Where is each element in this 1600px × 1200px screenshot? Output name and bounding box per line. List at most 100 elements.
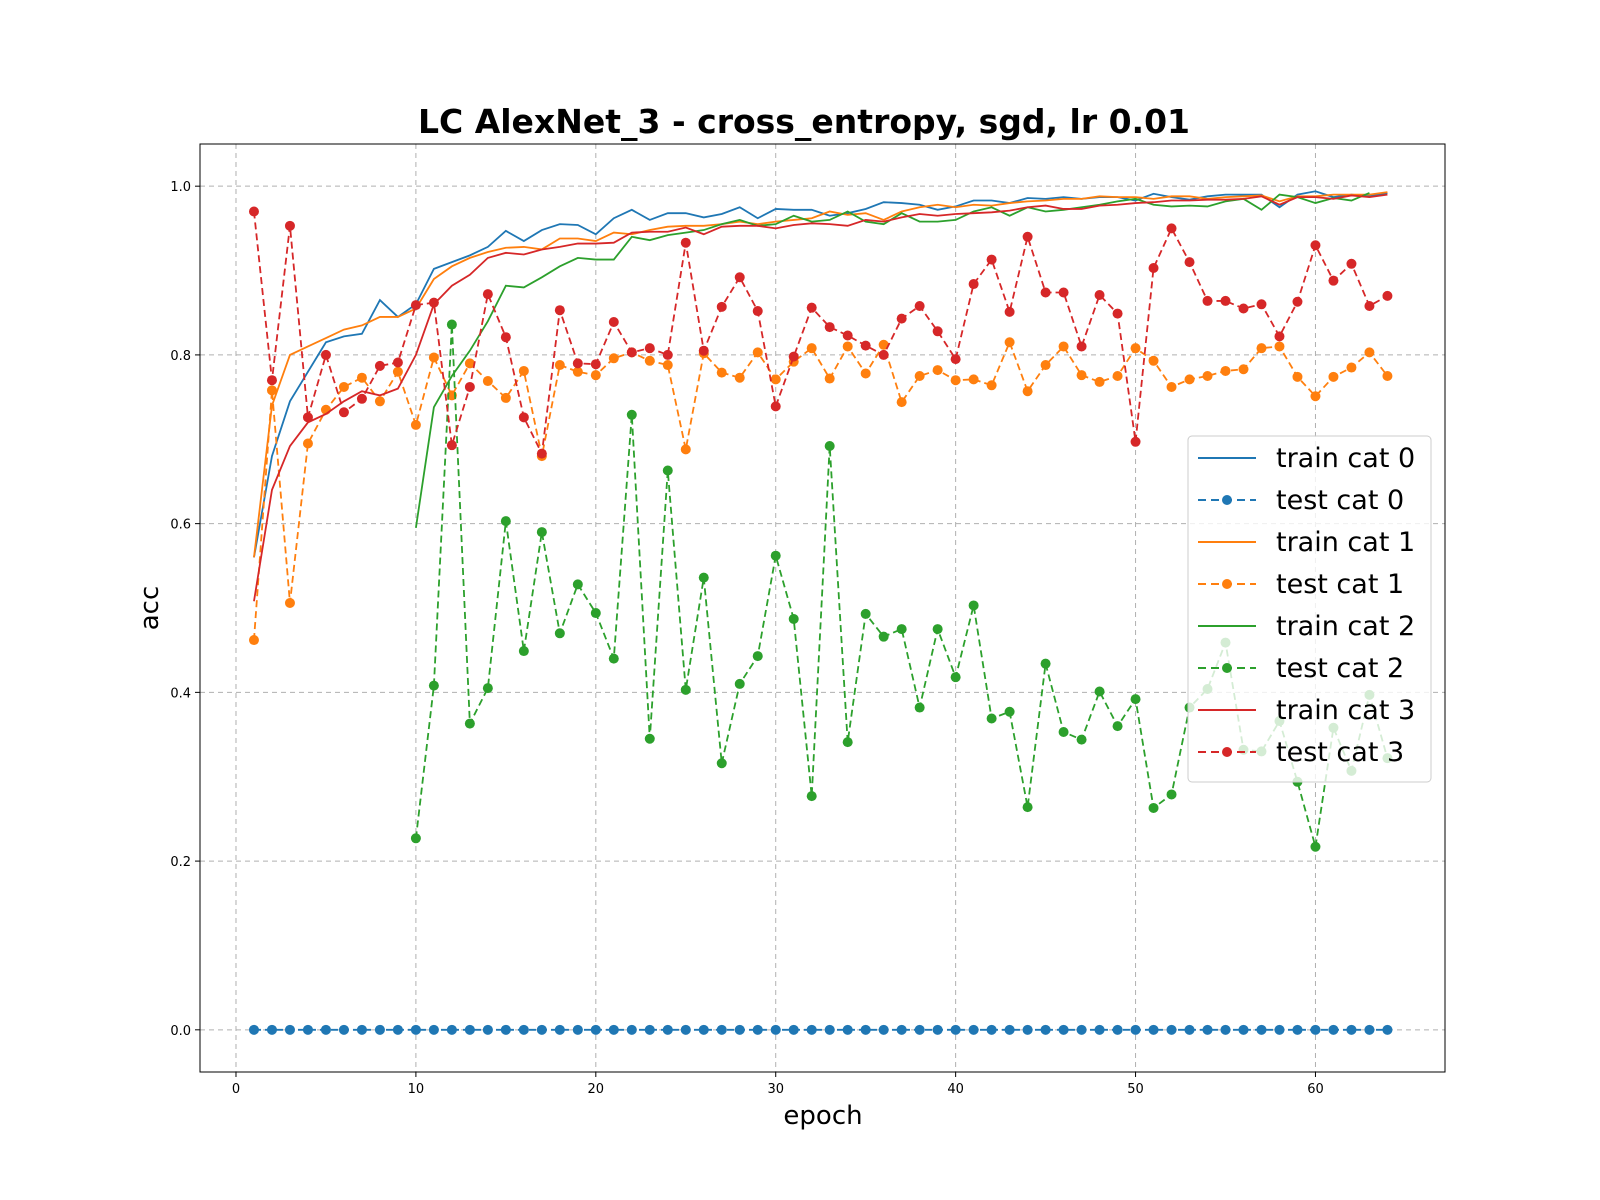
data-point [356,1024,367,1035]
data-point [1328,371,1339,382]
data-point [1202,371,1213,381]
data-point [1076,1024,1087,1035]
data-point [464,381,475,392]
data-point [752,651,763,662]
data-point [896,1024,907,1035]
data-point [1382,1024,1393,1035]
data-point [986,713,997,724]
y-tick-label: 0.2 [170,855,191,870]
data-point [1004,706,1015,717]
data-point [806,1024,817,1035]
data-point [1238,1024,1249,1035]
data-point [1094,686,1105,697]
data-point [770,550,781,561]
data-point [338,1024,349,1035]
y-axis-label: acc [135,586,165,631]
data-point [248,1024,259,1035]
data-point [896,313,907,324]
x-tick-label: 20 [588,1082,605,1097]
x-tick-label: 10 [408,1082,425,1097]
data-point [914,371,925,381]
data-point [464,1024,475,1035]
data-point [950,672,961,683]
data-point [518,646,529,657]
data-point [770,374,781,385]
data-point [1130,436,1141,447]
data-point [842,1024,853,1035]
legend-box [1187,435,1432,783]
data-point [914,702,925,713]
data-point [1310,240,1321,251]
data-point [1256,299,1267,310]
data-point [1076,734,1087,745]
axis-ticks: 0 10 20 30 40 50 60 0.0 0.2 0.4 0.6 0.8 1.0 [170,180,1323,1097]
data-point [1004,337,1015,348]
data-point [536,448,547,459]
x-tick-label: 0 [232,1082,240,1097]
data-point [1004,306,1015,317]
data-point [1166,223,1177,234]
data-point [1148,802,1159,813]
data-point [482,683,493,694]
data-point [1364,300,1375,311]
data-point [446,440,457,451]
data-point [1238,364,1249,375]
data-point [770,401,781,412]
data-point [878,631,889,642]
data-point [554,305,565,316]
data-point [734,372,745,383]
data-point [644,733,655,744]
data-point [374,396,385,407]
data-point [590,359,601,370]
data-point [752,1024,763,1035]
data-point [1076,370,1087,381]
data-point [392,1024,403,1035]
data-point [662,360,673,371]
data-point [1004,1024,1015,1035]
data-point [662,349,673,360]
data-point [824,373,835,384]
data-point [1310,391,1321,402]
legend-label: test cat 3 [1276,737,1404,768]
data-point [482,1024,493,1035]
chart-title: LC AlexNet_3 - cross_entropy, sgd, lr 0.… [418,102,1190,141]
legend-label: train cat 2 [1276,611,1415,642]
legend-label: test cat 0 [1276,485,1404,516]
data-point [1040,1024,1051,1035]
legend-item: test cat 2 [1198,653,1404,684]
legend-label: train cat 1 [1276,527,1415,558]
data-point [788,351,799,362]
data-point [446,319,457,330]
data-point [1148,355,1159,366]
data-point [536,1024,547,1035]
data-point [806,343,817,354]
data-point [716,1024,727,1035]
data-point [752,347,763,358]
data-point [626,409,637,420]
data-point [1040,658,1051,669]
data-point [716,301,727,312]
legend-label: train cat 3 [1276,695,1415,726]
data-point [932,1024,943,1035]
series-train-cat-1 [253,191,1388,558]
data-point [932,326,943,337]
data-point [914,1024,925,1035]
data-point [1040,360,1051,371]
data-point [734,1024,745,1035]
data-point [680,1024,691,1035]
data-point [860,340,871,351]
data-point [1274,1024,1285,1035]
data-point [968,374,979,385]
legend-label: test cat 1 [1276,569,1404,600]
data-point [1292,1024,1303,1035]
data-point [1130,1024,1141,1035]
data-point [392,357,403,368]
data-point [1022,231,1033,242]
data-point [644,355,655,366]
data-point [1058,287,1069,298]
data-point [824,1024,835,1035]
data-point [464,358,475,369]
data-point [1256,343,1267,354]
series-line [253,193,1388,602]
data-point [1148,1024,1159,1035]
